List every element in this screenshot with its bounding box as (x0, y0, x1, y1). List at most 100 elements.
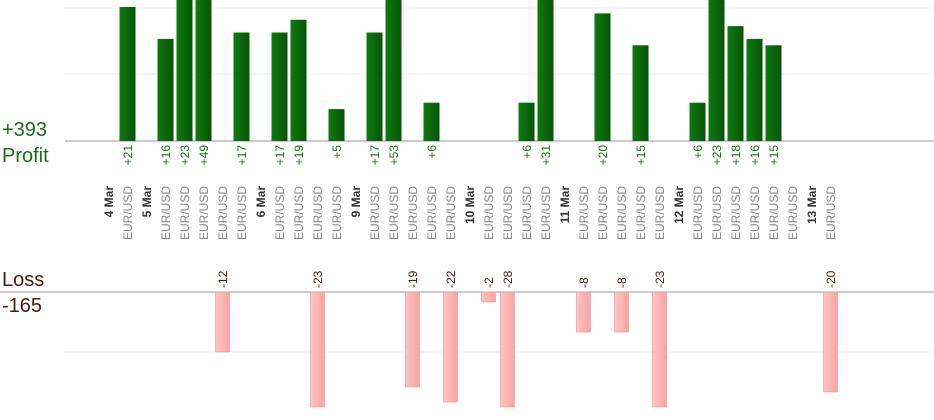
loss-bar (576, 291, 591, 333)
profit-value-label: +17 (368, 145, 382, 166)
pair-label: EUR/USD (216, 186, 230, 240)
profit-value-label: +6 (520, 145, 534, 159)
loss-value-label: -20 (824, 270, 838, 288)
loss-bar (481, 291, 496, 303)
day-label: 12 Mar (672, 186, 686, 224)
profit-value-label: +20 (596, 145, 610, 166)
profit-value-label: +23 (178, 145, 192, 166)
loss-bar (652, 291, 667, 408)
loss-value-label: -23 (311, 270, 325, 288)
profit-bar (727, 26, 744, 142)
pair-label: EUR/USD (121, 186, 135, 240)
pair-label: EUR/USD (330, 186, 344, 240)
loss-label: Loss (2, 269, 45, 291)
pair-label: EUR/USD (178, 186, 192, 240)
profit-bar (328, 109, 345, 141)
profit-bar (119, 7, 136, 141)
day-label: 13 Mar (805, 186, 819, 224)
loss-value-label: -28 (501, 270, 515, 288)
profit-value-label: +6 (691, 145, 705, 159)
loss-bar (614, 291, 629, 333)
profit-bar (594, 13, 611, 142)
loss-bar (823, 291, 838, 393)
loss-bar (500, 291, 515, 408)
gridlines (0, 7, 934, 353)
loss-value-label: -22 (444, 270, 458, 288)
pair-label: EUR/USD (501, 186, 515, 240)
loss-value-label: -12 (216, 270, 230, 288)
profit-bar (632, 45, 649, 141)
profit-value-label: +49 (197, 145, 211, 166)
loss-value-label: -8 (615, 277, 629, 288)
profit-bar (385, 0, 402, 141)
bars (119, 0, 838, 408)
loss-bar (405, 291, 420, 388)
profit-value-label: +16 (159, 145, 173, 166)
profit-value-label: +53 (387, 145, 401, 166)
pair-label: EUR/USD (368, 186, 382, 240)
profit-label: Profit (2, 145, 49, 167)
pair-label: EUR/USD (615, 186, 629, 240)
pair-label: EUR/USD (292, 186, 306, 240)
pair-label: EUR/USD (273, 186, 287, 240)
pair-label: EUR/USD (235, 186, 249, 240)
day-label: 9 Mar (349, 186, 363, 218)
pair-label: EUR/USD (520, 186, 534, 240)
profit-value-label: +18 (729, 145, 743, 166)
profit-value-label: +15 (767, 145, 781, 166)
profit-value-label: +19 (292, 145, 306, 166)
loss-value-label: -2 (482, 277, 496, 288)
loss-value-label: -19 (406, 270, 420, 288)
profit-bar (689, 102, 706, 141)
pair-label: EUR/USD (159, 186, 173, 240)
pair-label: EUR/USD (577, 186, 591, 240)
profit-bar (765, 45, 782, 141)
loss-value-label: -8 (577, 277, 591, 288)
pair-label: EUR/USD (767, 186, 781, 240)
profit-bar (176, 0, 193, 141)
profit-total: +393 (2, 119, 48, 141)
loss-value-label: -23 (653, 270, 667, 288)
pair-label: EUR/USD (444, 186, 458, 240)
pair-label: EUR/USD (634, 186, 648, 240)
loss-total: -165 (2, 295, 43, 317)
day-label: 10 Mar (463, 186, 477, 224)
pair-label: EUR/USD (786, 186, 800, 240)
profit-value-label: +17 (235, 145, 249, 166)
pair-label: EUR/USD (824, 186, 838, 240)
profit-bar (195, 0, 212, 141)
pair-label: EUR/USD (691, 186, 705, 240)
loss-bar (310, 291, 325, 408)
loss-bar (443, 291, 458, 403)
pair-label: EUR/USD (653, 186, 667, 240)
labels: 4 Mar EUR/USD +21 5 Mar EUR/USD +16 EUR/USD +23… (102, 145, 838, 288)
profit-value-label: +17 (273, 145, 287, 166)
profit-bar (366, 32, 383, 141)
pair-label: EUR/USD (197, 186, 211, 240)
profit-value-label: +15 (634, 145, 648, 166)
profit-bar (423, 102, 440, 141)
loss-bar (215, 291, 230, 353)
pair-label: EUR/USD (425, 186, 439, 240)
day-label: 4 Mar (102, 186, 116, 218)
profit-value-label: +31 (539, 145, 553, 166)
pair-label: EUR/USD (710, 186, 724, 240)
pair-label: EUR/USD (748, 186, 762, 240)
pair-label: EUR/USD (482, 186, 496, 240)
pair-label: EUR/USD (311, 186, 325, 240)
day-label: 5 Mar (140, 186, 154, 218)
profit-bar (271, 32, 288, 141)
profit-value-label: +21 (121, 145, 135, 166)
pair-label: EUR/USD (406, 186, 420, 240)
pair-label: EUR/USD (387, 186, 401, 240)
profit-bar (233, 32, 250, 141)
pair-label: EUR/USD (729, 186, 743, 240)
profit-bar (518, 102, 535, 141)
profit-bar (746, 38, 763, 141)
profit-bar (290, 19, 307, 142)
day-label: 11 Mar (558, 186, 572, 224)
pair-label: EUR/USD (539, 186, 553, 240)
profit-bar (537, 0, 554, 141)
day-label: 6 Mar (254, 186, 268, 218)
